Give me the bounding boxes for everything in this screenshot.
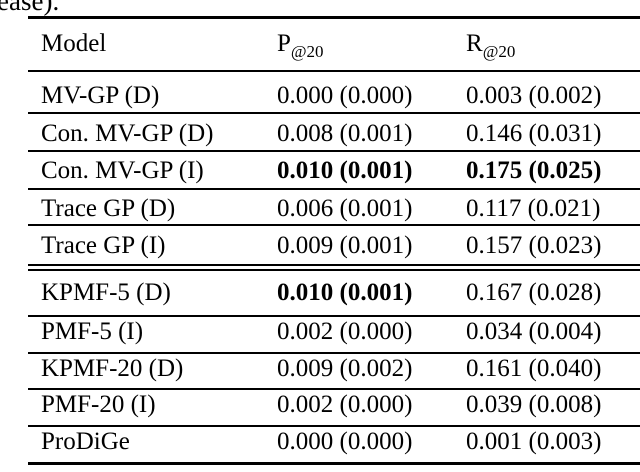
section-rule-lower [28,269,640,271]
precision-cell: 0.006 (0.001) [277,195,413,222]
section-rule-upper [28,264,640,266]
table-top-rule [28,16,640,19]
recall-cell: 0.157 (0.023) [466,232,602,259]
model-cell: PMF-20 (I) [41,391,156,418]
model-cell: KPMF-5 (D) [41,279,171,306]
precision-cell: 0.009 (0.001) [277,232,413,259]
model-cell: Con. MV-GP (I) [41,157,204,184]
precision-cell: 0.010 (0.001) [277,157,413,184]
recall-symbol: R [466,30,483,57]
row-rule-8 [28,388,640,390]
recall-cell: 0.161 (0.040) [466,355,602,382]
recall-cell: 0.146 (0.031) [466,120,602,147]
row-rule-2 [28,150,640,152]
row-rule-9 [28,425,640,427]
precision-cell: 0.008 (0.001) [277,120,413,147]
recall-cell: 0.175 (0.025) [466,157,602,184]
precision-cell: 0.009 (0.002) [277,355,413,382]
column-header-model: Model [41,30,107,57]
recall-cell: 0.003 (0.002) [466,82,602,109]
precision-cell: 0.000 (0.000) [277,82,413,109]
row-rule-7 [28,352,640,354]
caption-fragment: ease). [0,0,60,16]
model-cell: Trace GP (I) [41,232,166,259]
precision-cell: 0.002 (0.000) [277,391,413,418]
table-bottom-rule [28,462,640,465]
recall-cell: 0.039 (0.008) [466,391,602,418]
recall-cell: 0.001 (0.003) [466,428,602,455]
precision-cell: 0.002 (0.000) [277,318,413,345]
recall-cell: 0.167 (0.028) [466,279,602,306]
column-header-recall: R@20 [466,30,516,61]
model-cell: MV-GP (D) [41,82,160,109]
model-cell: Con. MV-GP (D) [41,120,214,147]
row-rule-3 [28,188,640,190]
precision-subscript: @20 [290,42,324,61]
model-cell: PMF-5 (I) [41,318,144,345]
row-rule-1 [28,112,640,114]
model-cell: ProDiGe [41,428,130,455]
row-rule-6 [28,315,640,317]
model-cell: KPMF-20 (D) [41,355,184,382]
model-cell: Trace GP (D) [41,195,176,222]
recall-subscript: @20 [482,42,516,61]
row-rule-4 [28,224,640,226]
precision-cell: 0.010 (0.001) [277,279,413,306]
precision-cell: 0.000 (0.000) [277,428,413,455]
header-bottom-rule [28,70,640,72]
recall-cell: 0.117 (0.021) [466,195,601,222]
precision-symbol: P [277,30,291,57]
recall-cell: 0.034 (0.004) [466,318,602,345]
column-header-precision: P@20 [277,30,324,61]
